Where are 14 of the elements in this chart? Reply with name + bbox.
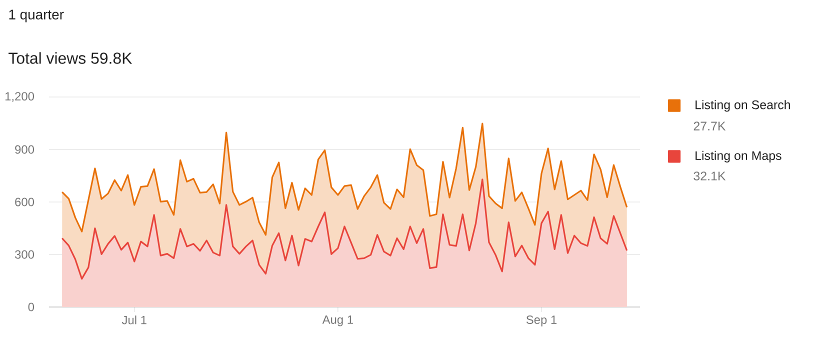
y-tick-label: 900 [15, 145, 34, 154]
legend-label: Listing on Search [696, 100, 790, 112]
x-tick-label: Aug 1 [322, 316, 353, 326]
text: 32.1K [694, 172, 726, 180]
x-tick-label: Sep 1 [526, 316, 557, 326]
x-tick-label: Jul 1 [122, 316, 146, 324]
text: 27.7K [694, 122, 726, 130]
legend-label: Listing on Maps [696, 150, 782, 162]
text: 1 quarter [9, 10, 64, 22]
y-tick-label: 1,200 [5, 92, 34, 102]
y-tick-label: 600 [15, 198, 34, 206]
y-tick-label: 0 [28, 302, 34, 312]
y-tick-label: 300 [14, 250, 34, 259]
chart-title: Total views 59.8K [8, 52, 132, 64]
